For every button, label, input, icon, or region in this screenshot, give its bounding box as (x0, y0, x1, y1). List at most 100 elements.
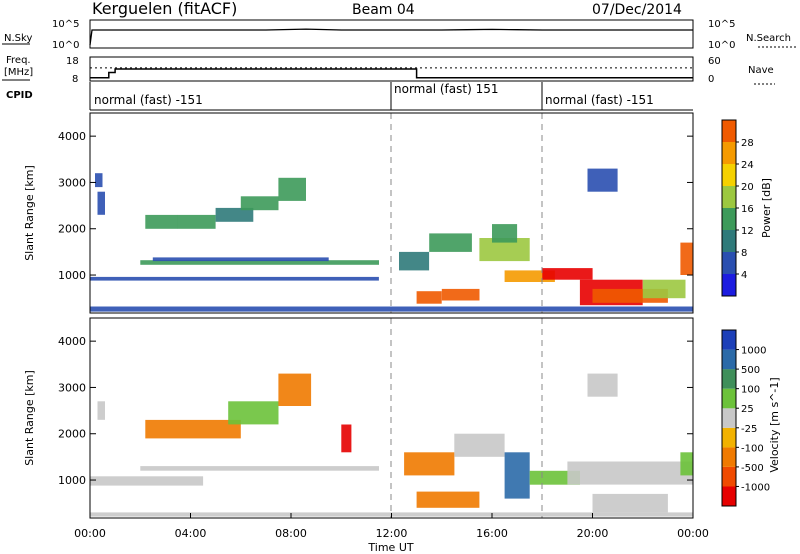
power-colorbar-segment (722, 142, 736, 164)
power-colorbar-tick-label: 20 (741, 182, 754, 193)
power-colorbar-segment (722, 208, 736, 230)
power-data-blob (145, 214, 178, 229)
power-data-blob (492, 224, 518, 243)
velocity-data-blob (416, 491, 480, 508)
freq-label-line1: Freq. (6, 55, 31, 66)
velocity-colorbar-segment (722, 486, 736, 506)
velocity-y-axis: 1000 2000 3000 4000 (58, 335, 693, 487)
velocity-panel: 1000 2000 3000 4000 Slant Range [km] 1000 50… (23, 317, 781, 554)
velocity-ytick-label: 4000 (58, 335, 86, 348)
noise-right-label: N.Search (746, 33, 791, 44)
velocity-colorbar-tick-label: 1000 (741, 346, 766, 357)
cpid-row: CPID normal (fast) -151 normal (fast) 15… (6, 82, 693, 111)
power-colorbar: 4 8 12 16 20 24 28 (721, 119, 754, 297)
power-colorbar-segment (722, 186, 736, 208)
velocity-data-layer (90, 373, 693, 517)
velocity-data-blob (90, 476, 204, 486)
velocity-colorbar-segment (722, 369, 736, 389)
noise-left-label: N.Sky (4, 33, 32, 44)
velocity-ytick-label: 3000 (58, 381, 86, 394)
cpid-segment-3: normal (fast) -151 (545, 93, 654, 107)
power-colorbar-segment (722, 120, 736, 142)
power-data-blob (680, 242, 693, 275)
noise-panel: N.Sky 10^5 10^0 10^5 10^0 N.Search (2, 19, 797, 51)
velocity-data-blob (140, 466, 379, 471)
velocity-colorbar-tick-label: -100 (741, 443, 764, 454)
date-title: 07/Dec/2014 (592, 2, 682, 18)
velocity-colorbar-label: Velocity [m s^-1] (768, 377, 781, 472)
nave-tick-bottom: 0 (708, 74, 714, 85)
x-tick-label: 00:00 (74, 527, 106, 540)
nave-label: Nave (748, 65, 774, 76)
velocity-colorbar-segment (722, 349, 736, 370)
velocity-colorbar-segment (722, 466, 736, 487)
power-data-blob (97, 191, 105, 215)
freq-tick-top: 18 (66, 56, 79, 67)
noise-left-tick-top: 10^5 (52, 19, 79, 30)
freq-tick-bottom: 8 (72, 74, 78, 85)
velocity-data-blob (454, 433, 505, 457)
noise-sky-line (89, 28, 693, 46)
station-title: Kerguelen (fitACF) (92, 0, 237, 18)
velocity-colorbar-tick-label: 25 (741, 404, 754, 415)
velocity-data-blob (145, 419, 191, 439)
power-colorbar-tick-label: 24 (741, 160, 754, 171)
velocity-colorbar-segment (722, 427, 736, 448)
power-data-blob (215, 207, 254, 222)
power-ylabel: Slant Range [km] (23, 165, 36, 261)
power-ytick-label: 4000 (58, 130, 86, 143)
time-x-axis: 00:00 04:00 08:00 12:00 16:00 20:00 00:00 (74, 513, 709, 540)
power-data-blob (152, 257, 329, 262)
power-panel: 1000 2000 3000 4000 Slant Range [km] 4 8 12 16… (23, 112, 773, 314)
velocity-data-blob (680, 452, 693, 476)
power-colorbar-segment (722, 252, 736, 274)
power-data-blob (416, 291, 442, 304)
beam-title: Beam 04 (352, 2, 415, 18)
power-colorbar-tick-label: 8 (741, 248, 747, 259)
power-colorbar-label: Power [dB] (760, 178, 773, 238)
velocity-data-blob (278, 373, 312, 406)
x-tick-label: 12:00 (376, 527, 408, 540)
x-tick-label: 20:00 (577, 527, 609, 540)
power-ytick-label: 3000 (58, 176, 86, 189)
power-data-blob (587, 168, 618, 192)
velocity-ytick-label: 1000 (58, 474, 86, 487)
velocity-data-blob (404, 452, 455, 476)
velocity-data-blob (592, 493, 668, 513)
power-ytick-label: 2000 (58, 223, 86, 236)
velocity-colorbar-tick-label: -1000 (741, 482, 770, 493)
velocity-colorbar-tick-label: -25 (741, 424, 757, 435)
power-colorbar-tick-label: 4 (741, 270, 747, 281)
power-data-blob (90, 276, 379, 281)
velocity-colorbar-segment (722, 330, 736, 350)
freq-panel: Freq. [MHz] 18 8 60 0 Nave (2, 55, 775, 85)
power-ytick-label: 1000 (58, 269, 86, 282)
velocity-data-blob (341, 424, 352, 453)
power-data-blob (479, 238, 530, 262)
power-data-blob (542, 268, 593, 280)
power-data-blob (504, 270, 555, 282)
power-colorbar-segment (722, 164, 736, 186)
power-data-blob (278, 177, 306, 201)
velocity-colorbar: 1000 500 100 25 -25 -100 -500 -1000 (721, 329, 770, 507)
velocity-data-blob (567, 461, 693, 485)
power-colorbar-segment (722, 230, 736, 252)
power-colorbar-tick-label: 16 (741, 204, 754, 215)
noise-left-tick-bottom: 10^0 (52, 40, 79, 51)
power-data-blob (140, 260, 379, 265)
power-data-blob (177, 214, 216, 229)
velocity-colorbar-frame (721, 329, 737, 507)
power-data-blob (399, 251, 430, 271)
power-y-axis: 1000 2000 3000 4000 (58, 130, 693, 282)
velocity-data-blob (587, 373, 618, 397)
cpid-segment-1: normal (fast) -151 (94, 93, 203, 107)
power-colorbar-segment (722, 274, 736, 296)
x-tick-label: 04:00 (175, 527, 207, 540)
velocity-data-blob (190, 419, 241, 439)
velocity-colorbar-tick-label: 100 (741, 385, 760, 396)
power-data-layer (90, 168, 693, 312)
velocity-colorbar-segment (722, 388, 736, 409)
power-colorbar-tick-label: 28 (741, 138, 754, 149)
nave-tick-top: 60 (708, 56, 721, 67)
